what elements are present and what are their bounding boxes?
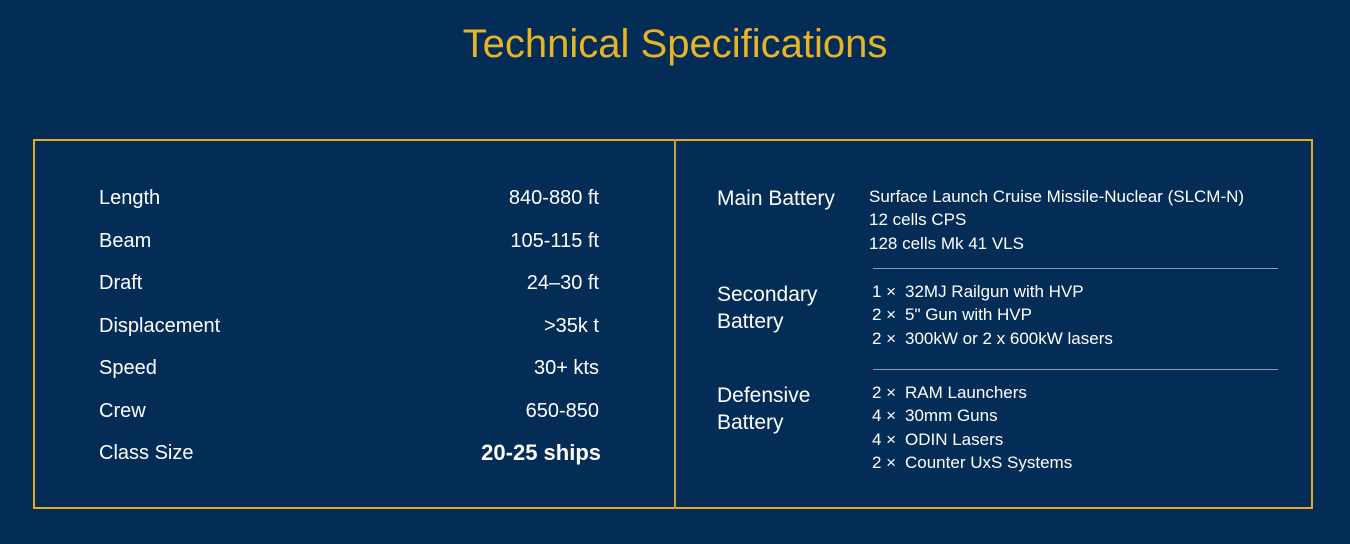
quantity: 4 ×: [872, 406, 897, 426]
spec-value: 20-25 ships: [481, 440, 601, 465]
item: 30mm Guns: [905, 406, 998, 426]
spec-value: >35k t: [543, 314, 599, 337]
spec-value: 105-115 ft: [510, 229, 599, 252]
title: Technical Specifications: [462, 22, 888, 66]
spec-label: Draft: [99, 272, 143, 294]
spec-label: Speed: [99, 357, 157, 379]
quantity: 4 ×: [872, 429, 897, 449]
spec-value: 840-880 ft: [508, 187, 599, 209]
quantity: 1 ×: [872, 282, 897, 301]
item: 32MJ Railgun with HVP: [905, 282, 1084, 301]
section-name: Secondary Battery: [717, 283, 818, 333]
spec-value: 650-850: [525, 399, 599, 422]
spec-panel: [33, 139, 1313, 509]
divider: [674, 139, 676, 509]
item: 12 cells CPS: [869, 210, 967, 230]
item: Surface Launch Cruise Missile-Nuclear (S…: [869, 187, 1245, 206]
quantity: 2 ×: [872, 383, 897, 402]
item: RAM Launchers: [905, 383, 1027, 402]
spec-label: Beam: [99, 229, 152, 252]
spec-label: Class Size: [99, 442, 194, 464]
section-name: Main Battery: [717, 187, 835, 210]
quantity: 2 ×: [872, 452, 897, 472]
spec-label: Crew: [99, 399, 146, 422]
item: 128 cells Mk 41 VLS: [869, 233, 1024, 253]
quantity: 2 ×: [872, 305, 897, 325]
item: ODIN Lasers: [905, 429, 1004, 449]
quantity: 2 ×: [872, 328, 897, 348]
section-name: Defensive Battery: [717, 384, 811, 434]
separator: [873, 268, 1278, 269]
spec-value: 24–30 ft: [526, 272, 599, 294]
spec-label: Length: [99, 187, 161, 209]
item: 5" Gun with HVP: [905, 305, 1032, 325]
spec-label: Displacement: [99, 314, 221, 337]
item: Counter UxS Systems: [905, 452, 1073, 472]
item: 300kW or 2 x 600kW lasers: [905, 328, 1113, 348]
separator: [873, 369, 1278, 370]
spec-value: 30+ kts: [533, 357, 599, 379]
